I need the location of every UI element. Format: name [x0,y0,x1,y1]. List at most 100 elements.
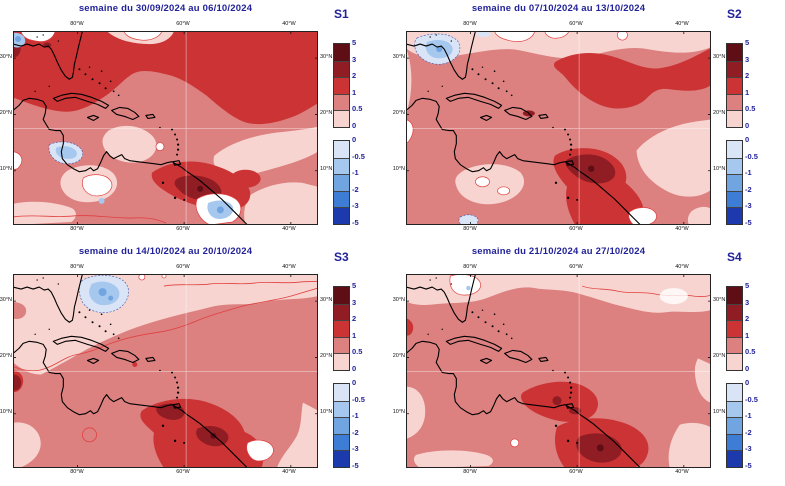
colorbar-cell [334,44,349,61]
colorbar-label: 0.5 [352,347,363,356]
colorbar-label: 0.5 [745,104,756,113]
colorbar-label: 0 [352,120,357,130]
x-tick-label: 60°W [176,226,190,232]
colorbar-cell [727,320,742,337]
negative-colorbar-segment [333,383,350,468]
y-tick-label: 20°N [713,353,726,359]
colorbar-label: 1 [745,330,750,340]
colorbar-cell [334,60,349,77]
colorbar-label: -3 [352,201,359,210]
colorbar-cell [727,77,742,94]
x-tick-label: 80°W [463,264,477,270]
x-tick-label: 80°W [70,226,84,232]
anomaly-map-s3 [13,274,318,468]
y-tick-label: 20°N [713,110,726,116]
colorbar-label: 3 [745,54,750,64]
colorbar-cell [334,141,349,158]
colorbar-cell [334,157,349,174]
negative-colorbar-segment [726,383,743,468]
colorbar-label: -5 [352,217,359,227]
x-tick-label: 40°W [675,264,689,270]
colorbar-label: 5 [352,38,357,47]
colorbar-label: 2 [352,71,357,80]
y-tick-label: 30°N [0,297,12,303]
y-tick-label: 20°N [0,110,12,116]
y-tick-label: 30°N [320,297,333,303]
colorbar-label: -2 [745,184,752,194]
sequence-label: S1 [334,7,349,21]
colorbar-cell [334,336,349,353]
colorbar-cell [334,320,349,337]
x-tick-label: 80°W [70,21,84,27]
panel-title: semaine du 14/10/2024 au 20/10/2024 [78,246,253,257]
colorbar-label: -5 [745,460,752,470]
colorbar-cell [727,450,742,467]
colorbar-cell [727,207,742,224]
colorbar-label: -3 [352,444,359,453]
negative-colorbar-segment [333,140,350,225]
y-tick-label: 20°N [392,110,405,116]
colorbar-label: 0.5 [745,347,756,356]
colorbar-label: 5 [352,281,357,290]
y-tick-label: 30°N [0,54,12,60]
x-tick-label: 80°W [463,21,477,27]
positive-colorbar-segment [333,43,350,128]
colorbar-label: 0.5 [352,104,363,113]
colorbar-label: 0 [352,135,357,144]
colorbar-label: -1 [352,411,359,420]
sequence-label: S2 [727,7,742,21]
anomaly-map-s4 [406,274,711,468]
x-tick-label: 40°W [282,264,296,270]
positive-colorbar-segment [726,43,743,128]
colorbar-label: 0 [745,378,750,387]
colorbar-label: -0.5 [745,394,758,404]
colorbar-cell [334,417,349,434]
colorbar-label: 3 [352,54,357,64]
colorbar-cell [334,353,349,370]
colorbar-label: 1 [352,87,357,97]
colorbar-cell [727,190,742,207]
positive-colorbar-segment [726,286,743,371]
x-tick-label: 40°W [282,469,296,475]
colorbar-label: 0 [352,378,357,387]
colorbar-label: -2 [352,427,359,437]
colorbar-label: 0 [352,363,357,373]
colorbar-label: 2 [745,71,750,80]
anomaly-map-s2 [406,31,711,225]
y-tick-label: 30°N [713,54,726,60]
y-tick-label: 10°N [0,409,12,415]
colorbar-label: 1 [352,330,357,340]
colorbar-label: -1 [745,168,752,177]
x-tick-label: 60°W [569,264,583,270]
colorbar-cell [334,77,349,94]
colorbar-cell [727,44,742,61]
colorbar-cell [334,303,349,320]
colorbar-cell [727,174,742,191]
colorbar-label: -1 [352,168,359,177]
colorbar-label: -1 [745,411,752,420]
colorbar-cell [727,384,742,401]
y-tick-label: 30°N [392,54,405,60]
colorbar-cell [727,60,742,77]
x-tick-label: 60°W [569,226,583,232]
x-tick-label: 60°W [176,21,190,27]
colorbar-label: -0.5 [352,394,365,404]
panel-title: semaine du 07/10/2024 au 13/10/2024 [471,3,646,14]
colorbar-cell [334,93,349,110]
colorbar-cell [727,287,742,304]
y-tick-label: 10°N [392,409,405,415]
colorbar-label: 1 [745,87,750,97]
colorbar-label: -2 [352,184,359,194]
anomaly-map-s1 [13,31,318,225]
colorbar-cell [334,384,349,401]
x-tick-label: 40°W [675,21,689,27]
colorbar-cell [727,433,742,450]
colorbar-label: -3 [745,444,752,453]
panel-title: semaine du 21/10/2024 au 27/10/2024 [471,246,646,257]
y-tick-label: 10°N [320,166,333,172]
colorbar-label: 3 [352,297,357,307]
x-tick-label: 60°W [176,264,190,270]
sequence-label: S4 [727,250,742,264]
colorbar-cell [727,417,742,434]
colorbar-label: 5 [745,281,750,290]
